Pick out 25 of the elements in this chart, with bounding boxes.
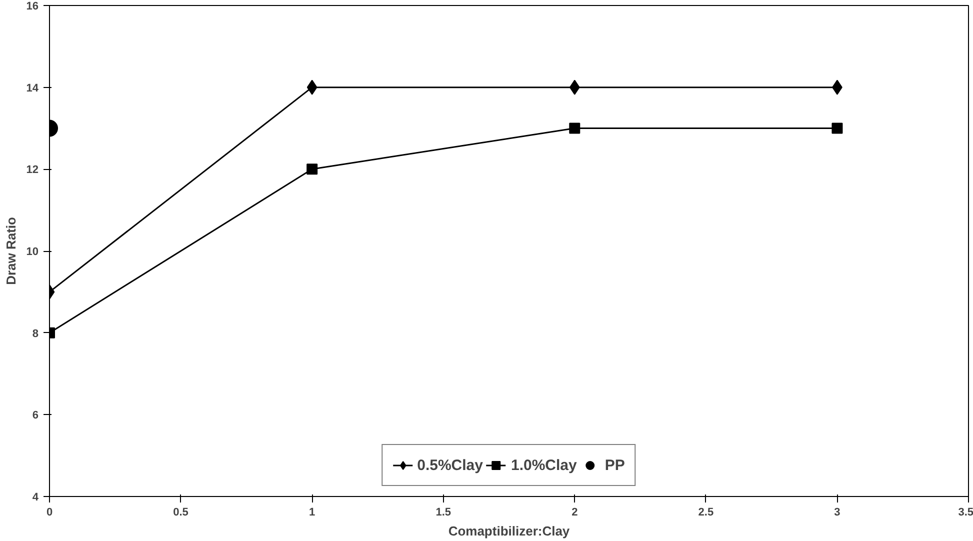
x-tick-label: 1 [309,506,316,518]
x-axis-title: Comaptibilizer:Clay [448,524,570,538]
y-tick-label: 12 [26,164,39,176]
y-tick-label: 4 [32,492,40,504]
y-tick-label: 6 [32,410,39,422]
x-tick-label: 0 [46,506,53,518]
legend-label: 1.0%Clay [510,456,577,474]
y-tick-label: 14 [26,82,40,94]
point [832,122,843,134]
legend-label: 0.5%Clay [417,456,483,474]
x-tick-label: 2 [572,506,578,518]
point [306,80,318,95]
x-tick-label: 0.5 [173,506,188,518]
x-tick-label: 2.5 [698,506,714,518]
y-axis-title: Draw Ratio [3,216,18,285]
x-tick-label: 1.5 [436,506,452,518]
y-tick-label: 16 [26,0,39,12]
y-tick-label: 10 [26,246,39,258]
point [569,122,580,134]
point [569,80,580,95]
x-tick-label: 3 [834,506,840,518]
x-tick-label: 3.5 [958,506,973,518]
y-tick-label: 8 [32,328,39,340]
point [306,164,318,175]
legend-label: PP [604,456,625,474]
